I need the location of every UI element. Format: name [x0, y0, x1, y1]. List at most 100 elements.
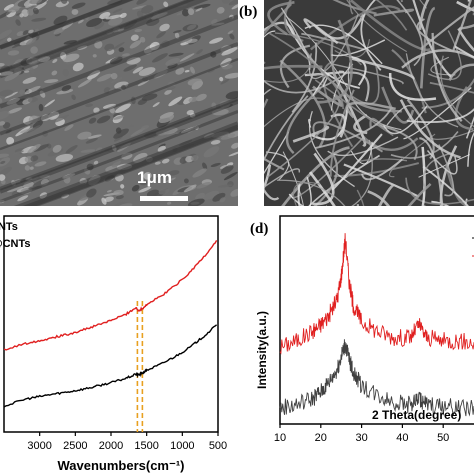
nanotube-fiber: [438, 144, 455, 197]
nanotube-fiber: [264, 64, 323, 70]
sem-ridge: [0, 110, 238, 203]
sem-grain: [131, 5, 147, 10]
sem-grain: [0, 62, 5, 67]
sem-grain: [153, 70, 168, 79]
sem-grain: [8, 6, 20, 13]
legend-entry: DA@CNTs: [0, 238, 31, 250]
nanotube-fiber: [386, 105, 413, 126]
sem-grain: [94, 40, 103, 49]
sem-grain: [113, 189, 124, 196]
nanotube-fiber: [276, 179, 346, 206]
x-tick-label: 30: [355, 432, 367, 444]
sem-grain: [116, 163, 133, 170]
sem-ridge: [0, 0, 134, 50]
nanotube-fiber: [348, 0, 354, 15]
sem-grain: [133, 152, 148, 163]
sem-ridge: [0, 0, 195, 74]
sem-grain: [113, 128, 129, 139]
sem-grain: [104, 43, 115, 52]
sem-grain: [109, 107, 116, 114]
sem-grain: [173, 29, 182, 34]
sem-grain: [115, 103, 131, 113]
scale-bar: [140, 196, 188, 201]
sem-grain: [130, 127, 146, 137]
sem-grain: [106, 30, 115, 35]
sem-grain: [7, 107, 22, 114]
sem-ridge: [13, 121, 238, 206]
nanotube-fiber: [419, 6, 436, 89]
sem-grain: [172, 147, 178, 152]
nanotube-fiber: [346, 0, 407, 53]
sem-grain: [231, 3, 238, 10]
series-line: [3, 240, 218, 351]
sem-grain: [112, 160, 121, 168]
nanotube-fiber: [373, 8, 415, 17]
sem-grain: [38, 174, 50, 179]
sem-image-b: [264, 0, 474, 206]
nanotube-fiber: [375, 0, 408, 31]
sem-grain: [121, 84, 126, 90]
sem-grain: [211, 18, 218, 25]
nanotube-fiber: [327, 136, 399, 157]
sem-grain: [42, 130, 48, 137]
sem-grain: [146, 18, 160, 27]
sem-grain: [107, 0, 123, 6]
sem-grain: [143, 172, 152, 180]
sem-grain: [53, 15, 68, 26]
sem-grain: [187, 198, 205, 206]
sem-grain: [95, 147, 103, 153]
sem-grain: [182, 143, 194, 148]
sem-grain: [17, 195, 29, 202]
sem-grain: [0, 89, 14, 97]
sem-grain: [27, 97, 38, 103]
sem-grain: [28, 115, 39, 124]
sem-grain: [7, 50, 20, 56]
sem-grain: [115, 195, 124, 200]
sem-grain: [141, 5, 154, 14]
sem-grain: [85, 49, 94, 57]
sem-grain: [221, 0, 231, 4]
sem-grain: [181, 9, 190, 17]
nanotube-fiber: [330, 62, 404, 85]
nanotube-fiber: [315, 108, 392, 149]
nanotube-fiber: [349, 0, 431, 52]
sem-grain: [199, 52, 205, 57]
sem-grain: [62, 68, 69, 77]
sem-grain: [110, 72, 118, 80]
sem-grain: [124, 19, 138, 30]
nanotube-fiber: [459, 23, 474, 30]
sem-grain: [73, 182, 87, 193]
sem-grain: [44, 79, 59, 84]
nanotube-fiber: [312, 121, 384, 153]
nanotube-fiber: [405, 53, 459, 128]
sem-grain: [221, 47, 238, 56]
sem-grain: [203, 190, 220, 200]
x-tick-label: 500: [209, 440, 227, 452]
nanotube-fiber: [351, 139, 373, 206]
sem-grain: [80, 149, 96, 153]
sem-grain: [40, 178, 49, 186]
sem-grain: [71, 94, 76, 101]
sem-grain: [0, 97, 3, 104]
sem-grain: [88, 175, 101, 186]
sem-grain: [60, 0, 68, 4]
nanotube-fiber: [303, 18, 339, 45]
sem-grain: [137, 79, 150, 87]
sem-grain: [31, 176, 39, 180]
sem-grain: [180, 126, 197, 134]
sem-grain: [223, 171, 238, 181]
nanotube-fiber: [285, 15, 349, 90]
nanotube-fiber: [361, 158, 403, 181]
sem-ridge: [0, 41, 238, 136]
sem-grain: [166, 86, 176, 91]
nanotube-fiber: [382, 105, 428, 135]
sem-grain: [229, 33, 235, 40]
scale-bar-label: 1μm: [137, 168, 172, 187]
sem-ridge: [0, 96, 238, 191]
nanotube-fiber: [351, 57, 415, 80]
sem-grain: [5, 129, 12, 134]
sem-ridge: [22, 124, 238, 206]
sem-grain: [39, 192, 48, 199]
nanotube-fiber: [317, 19, 353, 104]
sem-grain: [210, 140, 221, 145]
